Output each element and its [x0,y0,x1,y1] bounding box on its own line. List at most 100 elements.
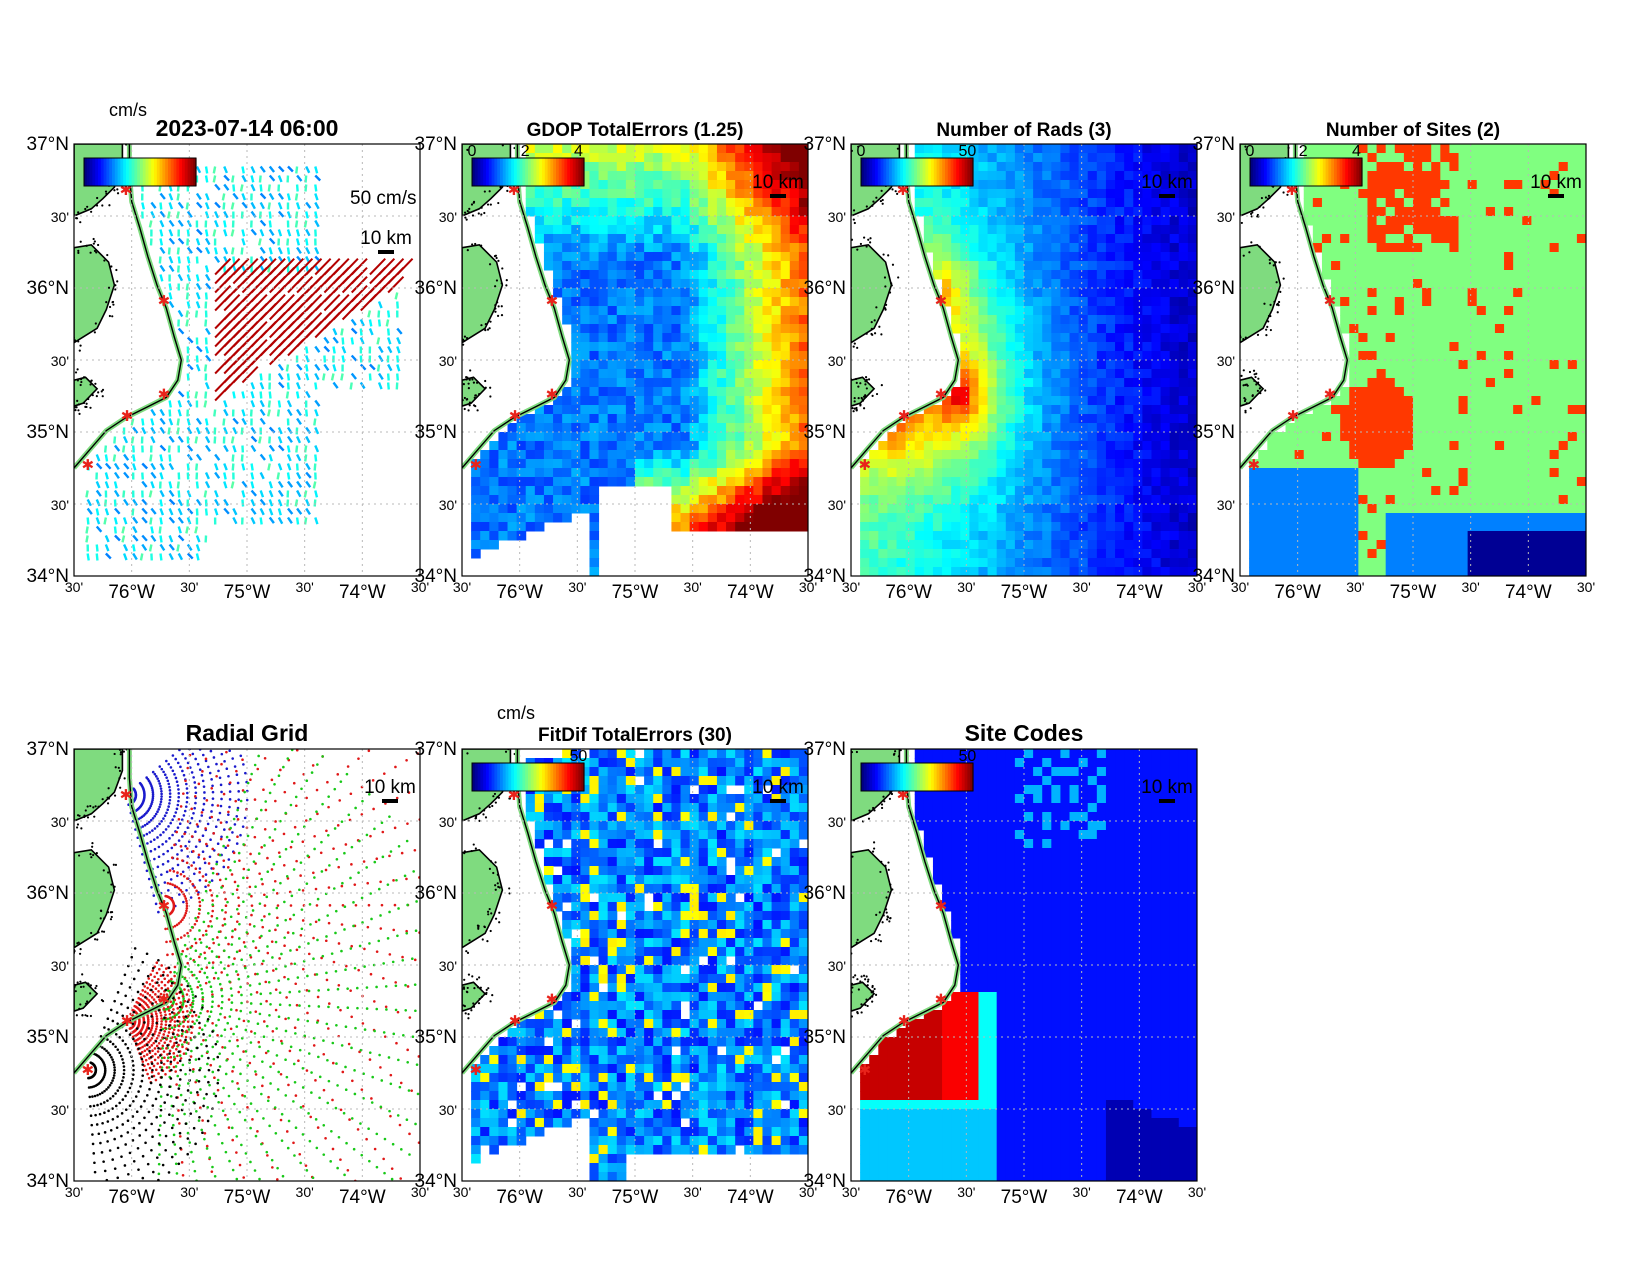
field-cell [1449,297,1460,307]
shore-dot [894,190,897,193]
field-cell [1005,261,1016,271]
field-cell [698,378,709,388]
field-cell [1151,450,1162,460]
panel-title: 2023-07-14 06:00 [156,115,339,141]
field-cell [771,396,782,406]
field-cell [716,144,727,154]
field-cell [1340,324,1350,334]
field-cell [625,243,636,253]
field-cell [1024,540,1034,550]
field-cell [680,405,691,415]
shore-dot [494,303,497,307]
field-cell [987,189,998,199]
field-cell [553,252,563,262]
field-cell [1033,558,1043,568]
field-cell [1069,297,1080,307]
field-cell [1105,558,1116,568]
field-cell [1142,351,1152,361]
field-cell [762,423,773,433]
field-cell [1522,225,1532,235]
colorbar-frame [471,157,585,187]
field-cell [1187,324,1197,334]
field-cell [580,423,590,433]
velocity-vector [286,382,290,390]
field-cell [789,288,800,298]
field-cell [1042,297,1052,307]
field-cell [753,504,763,514]
velocity-vector [159,517,163,525]
field-cell [960,261,970,271]
shore-dot [494,307,497,310]
velocity-vector [104,535,110,543]
velocity-vector [350,327,358,335]
field-cell [1422,333,1432,343]
field-cell [1151,477,1162,487]
field-cell [1376,324,1387,334]
velocity-vector [121,445,126,453]
field-cell [960,216,970,226]
field-cell [960,252,970,262]
velocity-vector [386,373,390,381]
field-cell [780,180,791,190]
field-cell [789,243,800,253]
field-cell [726,252,736,262]
field-cell [1060,180,1071,190]
field-cell [689,144,700,154]
field-cell [1394,252,1405,262]
velocity-vector [214,276,232,294]
field-cell [1567,225,1578,235]
field-cell [1413,261,1423,271]
field-cell [878,522,888,532]
field-cell [525,207,536,217]
shore-dot [458,378,460,380]
field-cell [1051,171,1061,181]
field-cell [653,360,663,370]
field-cell [1105,297,1116,307]
colorbar-swatch [176,158,180,186]
field-cell [1051,180,1061,190]
velocity-vector [121,535,126,543]
field-cell [860,558,870,568]
field-cell [598,450,609,460]
field-cell [662,468,672,478]
field-cell [607,243,618,253]
field-cell [1042,522,1052,532]
field-cell [923,207,934,217]
field-cell [1349,324,1359,334]
field-cell [1494,180,1505,190]
field-cell [969,477,979,487]
field-cell [1531,162,1541,172]
velocity-vector [131,445,135,453]
field-cell [996,243,1007,253]
x-tick-label: 74°W [727,582,774,603]
velocity-vector [223,229,228,237]
velocity-vector [305,499,311,507]
field-cell [589,369,600,379]
shore-dot [855,377,858,381]
field-cell [887,513,898,523]
field-cell [1187,540,1197,550]
field-cell [1124,549,1134,559]
field-cell [1096,207,1107,217]
velocity-vector [295,391,300,399]
field-cell [1413,297,1423,307]
field-cell [698,198,709,208]
field-cell [1440,144,1450,154]
field-cell [1549,315,1560,325]
field-cell [1160,216,1171,226]
field-cell [887,540,898,550]
field-cell [987,207,998,217]
field-cell [498,513,509,523]
field-cell [1540,288,1551,298]
velocity-vector [150,426,156,435]
field-cell [987,234,998,244]
field-cell [1078,486,1089,496]
field-cell [978,477,989,487]
field-cell [1051,234,1061,244]
field-cell [1115,189,1125,199]
field-cell [1458,171,1469,181]
shore-dot [463,211,467,214]
field-cell [1033,279,1043,289]
y-tick-label: 30' [439,497,457,513]
field-cell [689,441,700,451]
